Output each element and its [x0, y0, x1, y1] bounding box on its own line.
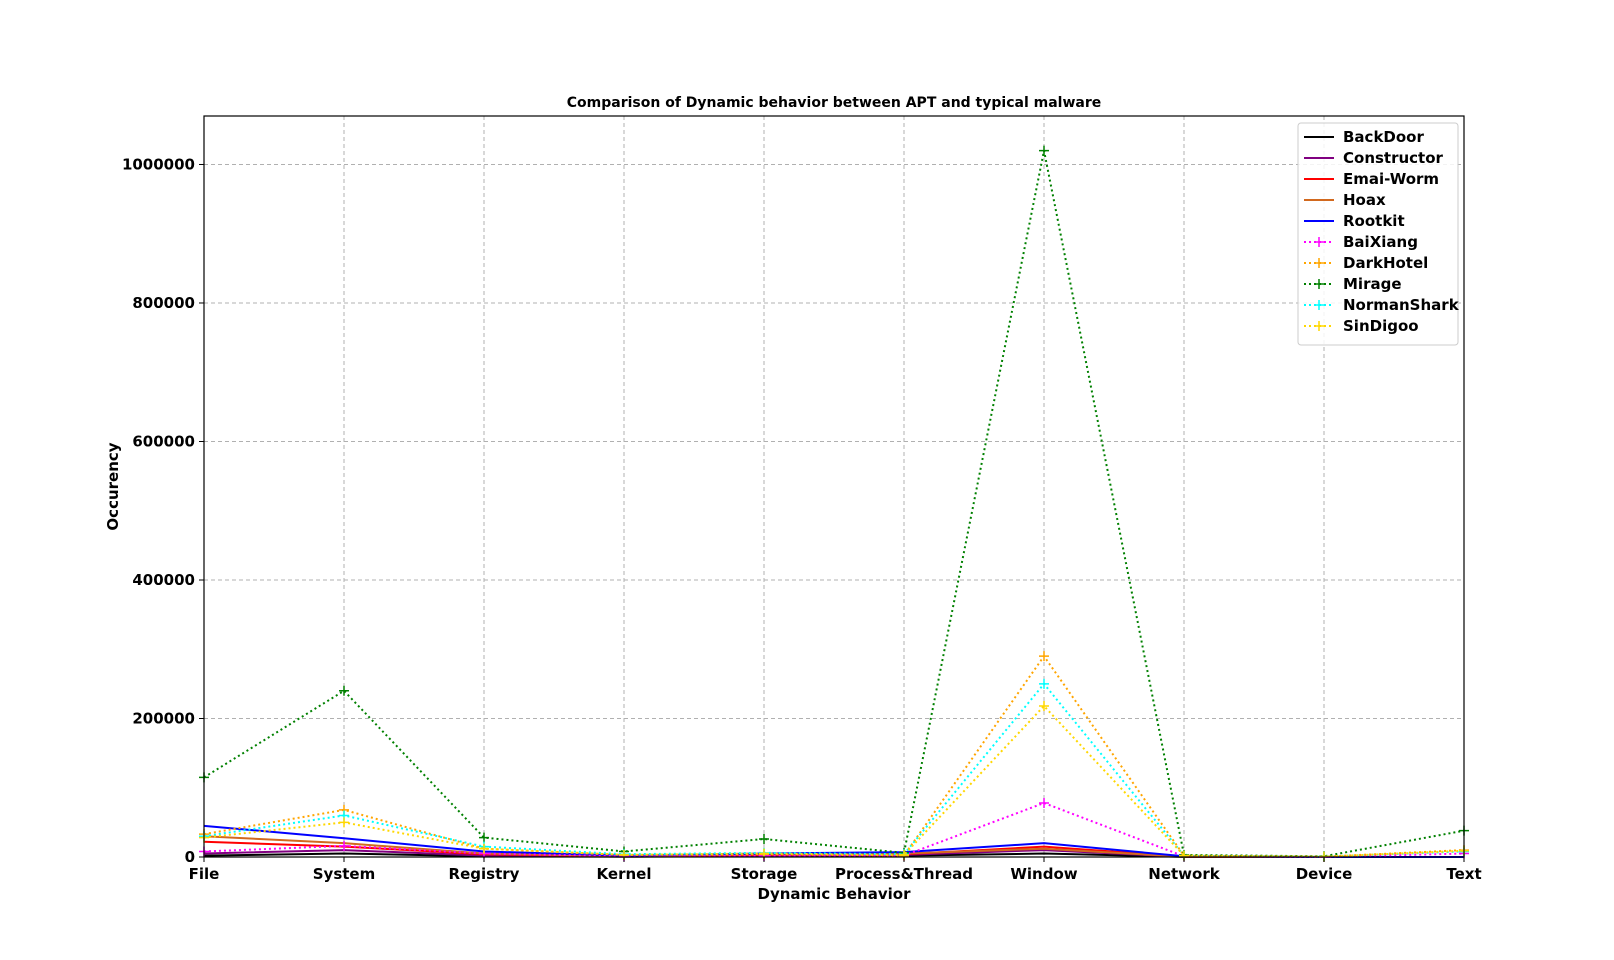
- x-tick-label-device: Device: [1296, 865, 1353, 883]
- y-tick-label-1: 200000: [132, 709, 195, 727]
- legend-label-hoax: Hoax: [1343, 191, 1386, 209]
- x-tick-label-text: Text: [1446, 865, 1481, 883]
- legend-frame: [1297, 122, 1459, 346]
- x-tick-label-network: Network: [1148, 865, 1220, 883]
- series-line-mirage: [203, 150, 1465, 858]
- y-tick-label-0: 0: [185, 848, 195, 866]
- legend-item-constructor: Constructor: [1304, 149, 1444, 167]
- grid-lines: [204, 116, 1464, 857]
- legend-label-darkhotel: DarkHotel: [1343, 254, 1428, 272]
- legend-label-backdoor: BackDoor: [1343, 128, 1424, 146]
- x-axis-ticks: File System Registry Kernel Storage Process&T…: [189, 857, 1482, 883]
- series-mirage: [199, 145, 1469, 862]
- series-line-sindigoo: [203, 704, 1465, 858]
- legend-marker-mirage: [1314, 279, 1324, 289]
- x-axis-title: Dynamic Behavior: [758, 885, 912, 903]
- plot-area-frame: [203, 115, 1465, 858]
- data-point-mirage-registry: [479, 832, 489, 843]
- chart-title: Comparison of Dynamic behavior between A…: [567, 95, 1101, 111]
- legend-label-normanshark: NormanShark: [1343, 296, 1460, 314]
- y-tick-label-5: 1000000: [122, 155, 195, 173]
- legend-marker-normanshark: [1314, 300, 1324, 310]
- data-point-sindigoo-window: [1039, 701, 1049, 712]
- legend-label-emai-worm: Emai-Worm: [1343, 170, 1439, 188]
- data-point-mirage-system: [339, 685, 349, 696]
- data-point-mirage-storage: [759, 833, 769, 844]
- legend: BackDoor Constructor Emai-Worm Hoax Rootkit B…: [1297, 122, 1460, 346]
- x-tick-label-file: File: [189, 865, 220, 883]
- legend-item-mirage: Mirage: [1304, 275, 1402, 293]
- series-line-baixiang: [203, 801, 1465, 859]
- x-tick-label-kernel: Kernel: [597, 865, 652, 883]
- legend-label-constructor: Constructor: [1343, 149, 1444, 167]
- y-tick-label-4: 800000: [132, 294, 195, 312]
- data-point-sindigoo-system: [339, 817, 349, 828]
- data-point-darkhotel-window: [1039, 651, 1049, 662]
- legend-label-mirage: Mirage: [1343, 275, 1402, 293]
- series-sindigoo: [199, 701, 1469, 862]
- y-tick-label-3: 600000: [132, 432, 195, 450]
- legend-item-hoax: Hoax: [1304, 191, 1386, 209]
- legend-label-baixiang: BaiXiang: [1343, 233, 1418, 251]
- legend-marker-baixiang: [1314, 237, 1324, 247]
- x-tick-label-window: Window: [1010, 865, 1077, 883]
- legend-item-rootkit: Rootkit: [1304, 212, 1405, 230]
- x-tick-label-registry: Registry: [449, 865, 520, 883]
- legend-label-rootkit: Rootkit: [1343, 212, 1405, 230]
- data-point-mirage-window: [1039, 145, 1049, 156]
- series-line-normanshark: [203, 682, 1465, 858]
- data-point-normanshark-window: [1039, 678, 1049, 689]
- series-normanshark: [199, 678, 1469, 862]
- legend-item-baixiang: BaiXiang: [1304, 233, 1418, 251]
- x-tick-label-storage: Storage: [731, 865, 798, 883]
- legend-item-normanshark: NormanShark: [1304, 296, 1460, 314]
- data-point-baixiang-window: [1039, 797, 1049, 808]
- y-tick-label-2: 400000: [132, 571, 195, 589]
- data-point-sindigoo-registry: [479, 843, 489, 854]
- legend-item-sindigoo: SinDigoo: [1304, 317, 1419, 335]
- legend-item-emai-worm: Emai-Worm: [1304, 170, 1439, 188]
- legend-item-backdoor: BackDoor: [1304, 128, 1424, 146]
- legend-item-darkhotel: DarkHotel: [1304, 254, 1428, 272]
- legend-marker-sindigoo: [1314, 321, 1324, 331]
- y-axis-ticks: 0 200000 400000 600000 800000 1000000: [122, 155, 204, 866]
- series-lines: [199, 145, 1469, 862]
- x-tick-label-system: System: [313, 865, 375, 883]
- x-tick-label-process-thread: Process&Thread: [835, 865, 973, 883]
- legend-marker-darkhotel: [1314, 258, 1324, 268]
- legend-label-sindigoo: SinDigoo: [1343, 317, 1419, 335]
- data-point-baixiang-system: [339, 840, 349, 851]
- y-axis-title: Occurency: [104, 442, 122, 530]
